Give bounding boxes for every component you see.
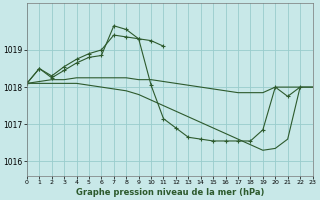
X-axis label: Graphe pression niveau de la mer (hPa): Graphe pression niveau de la mer (hPa) bbox=[76, 188, 264, 197]
